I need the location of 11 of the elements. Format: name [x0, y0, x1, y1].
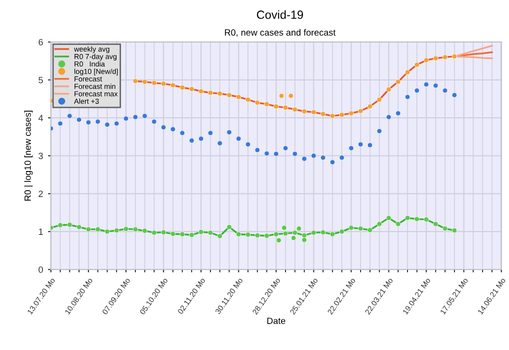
y-tick-label: 6: [38, 38, 43, 46]
y-tick-label: 5: [38, 76, 43, 84]
chart-subtitle: R0, new cases and forecast: [224, 29, 336, 37]
x-axis-title: Date: [267, 318, 286, 324]
y-tick-label: 0: [38, 266, 43, 273]
y-axis-title: R0 | log10 [new cases]: [24, 110, 33, 201]
y-tick-label: 3: [38, 152, 43, 160]
y-tick-label: 2: [38, 190, 43, 197]
y-tick-label: 4: [38, 114, 43, 122]
chart-title: Covid-19: [256, 10, 304, 19]
y-tick-label: 1: [38, 228, 43, 235]
